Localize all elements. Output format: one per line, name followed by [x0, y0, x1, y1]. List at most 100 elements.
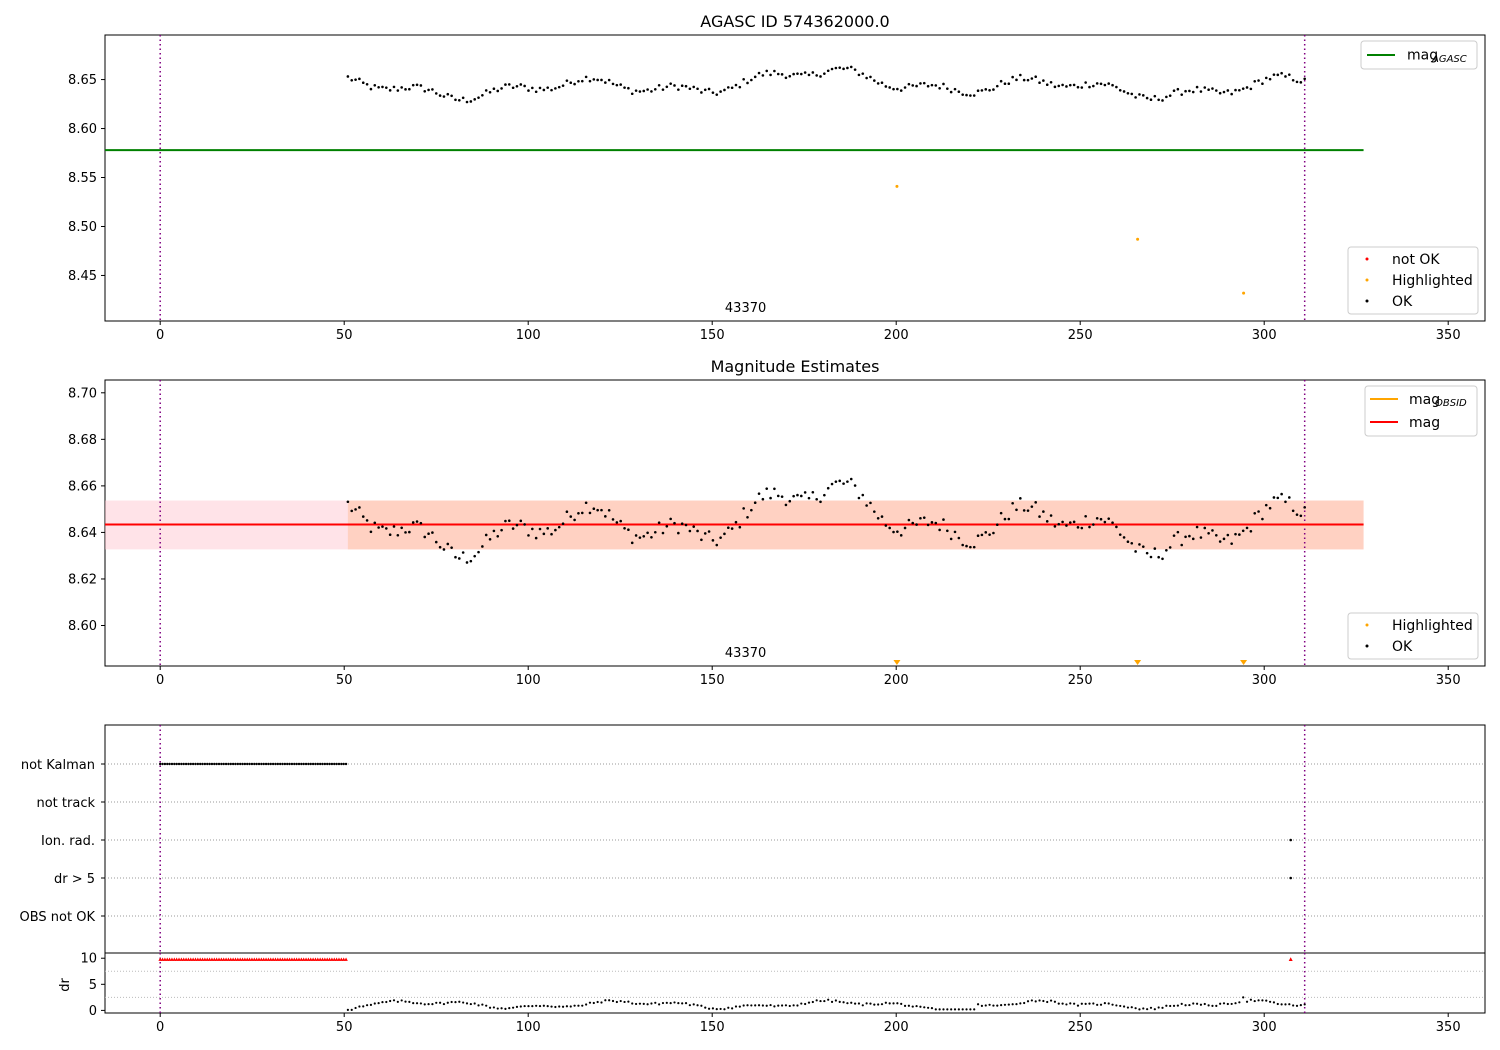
panel1-ok-point	[1019, 73, 1022, 77]
panel2-ok-point	[1222, 537, 1226, 541]
panel1-y-tick-label: 8.60	[68, 122, 97, 137]
panel1-ok-point	[350, 78, 354, 82]
panel1-x-tick-label: 50	[336, 328, 353, 343]
panel2-ok-point	[573, 518, 576, 522]
panel4-red-point	[167, 957, 172, 961]
panel3-flag-point	[1289, 838, 1292, 842]
panel2-ok-point	[511, 527, 515, 530]
panel2-ok-point	[946, 529, 949, 533]
panel4-dr-point	[1122, 1005, 1126, 1008]
panel1-ok-point	[580, 79, 584, 83]
panel1-ok-point	[465, 100, 469, 104]
panel4-dr-point	[1280, 1003, 1283, 1006]
panel4-dr-point	[804, 1002, 807, 1006]
panel2-obsid-label: 43370	[725, 646, 766, 661]
panel2-ok-point	[411, 521, 415, 524]
panel4-dr-point	[807, 1001, 811, 1004]
panel3-not-kalman-point	[213, 762, 216, 766]
panel2-ok-point	[750, 508, 753, 512]
panel4-dr-point	[750, 1004, 753, 1007]
panel3-not-kalman-point	[260, 762, 263, 766]
panel2-ok-point	[992, 531, 995, 535]
panel2-ok-point	[723, 532, 726, 536]
panel1-ok-point	[546, 86, 549, 89]
panel1-ok-point	[1291, 78, 1295, 82]
panel2-ok-point	[673, 521, 676, 525]
panel2-ok-point	[865, 504, 868, 507]
panel2-ok-point	[1111, 521, 1114, 524]
panel4-red-point	[240, 957, 245, 961]
panel1-ok-point	[650, 90, 653, 93]
panel4-dr-point	[865, 1002, 868, 1005]
panel4-dr-point	[1195, 1002, 1199, 1005]
panel2-highlighted-clipped-marker	[1134, 660, 1142, 665]
panel4-red-point	[306, 957, 311, 961]
panel4-dr-point	[969, 1008, 972, 1011]
panel1-ok-point	[1238, 88, 1241, 92]
panel2-ok-point	[554, 528, 557, 532]
panel2-ok-point	[953, 530, 957, 534]
panel4-dr-point	[1049, 999, 1053, 1002]
panel2-x-tick-label: 100	[516, 673, 541, 688]
panel4-dr-point	[412, 1002, 415, 1005]
panel3-not-kalman-point	[173, 762, 176, 766]
panel1-ok-point	[388, 89, 392, 92]
panel3-not-kalman-point	[180, 762, 183, 766]
panel4-red-point	[344, 957, 348, 961]
panel1-ok-point	[957, 90, 961, 94]
panel1-ok-point	[830, 67, 834, 71]
panel1-ok-point	[1249, 87, 1253, 91]
panel4-dr-point	[488, 1006, 492, 1009]
panel1-ok-point	[1145, 96, 1149, 100]
panel1-ok-point	[1230, 92, 1233, 96]
panel3-not-kalman-point	[182, 762, 185, 766]
panel4-dr-point	[1284, 1003, 1287, 1006]
panel2-ok-point	[1034, 501, 1037, 504]
panel1-highlighted-point	[1136, 237, 1140, 241]
panel3-not-kalman-point	[196, 762, 200, 766]
panel4-dr-point	[700, 1004, 703, 1007]
panel4-dr-point	[1199, 1003, 1203, 1006]
panel2-ok-point	[404, 531, 407, 534]
panel1-frame	[104, 34, 1486, 322]
panel4-x-tick-label: 300	[1252, 1020, 1277, 1035]
panel4-dr-point	[777, 1004, 780, 1007]
panel4-dr-point	[1207, 1004, 1210, 1007]
panel2-ok-point	[646, 531, 649, 535]
panel1-ok-point	[1276, 73, 1280, 77]
panel2-ok-point	[884, 524, 888, 527]
panel1-ok-point	[1103, 83, 1107, 87]
panel1-ok-point	[1299, 81, 1303, 84]
panel1-ok-point	[1011, 75, 1014, 79]
panel3-category-label: OBS not OK	[20, 910, 96, 925]
panel2-ok-point	[730, 527, 734, 530]
panel2-legend-line-subscript: OBSID	[1435, 398, 1467, 409]
panel1-ok-point	[707, 87, 711, 91]
panel1-ok-point	[1030, 77, 1034, 80]
panel3-not-kalman-point	[246, 762, 249, 766]
panel4-dr-point	[784, 1004, 788, 1007]
panel4-dr-point	[877, 1003, 880, 1006]
panel4-dr-point	[684, 1002, 688, 1005]
panel1-ok-point	[726, 86, 730, 89]
panel2-ok-point	[604, 515, 607, 518]
panel4-x-tick-label: 50	[336, 1020, 353, 1035]
panel2-ok-point	[519, 519, 523, 523]
panel4-red-point	[238, 957, 242, 961]
panel4-dr-point	[1011, 1003, 1014, 1006]
panel4-red-point	[196, 957, 200, 961]
panel4-dr-point	[1138, 1008, 1141, 1011]
panel2-ok-point	[1199, 536, 1203, 539]
panel1-ok-point	[538, 86, 542, 90]
panel2-ok-point	[492, 529, 496, 533]
panel1-ok-point	[1261, 82, 1264, 86]
panel2-ok-point	[769, 496, 772, 500]
panel4-dr-point	[1176, 1004, 1179, 1007]
panel2-ok-point	[1007, 517, 1011, 521]
panel2-ok-point	[627, 528, 630, 532]
panel3-not-kalman-point	[175, 762, 178, 766]
panel1-y-tick-label: 8.45	[68, 269, 97, 284]
panel1-ok-point	[1165, 95, 1168, 99]
panel4-dr-point	[1268, 1000, 1272, 1003]
panel4-red-point	[313, 957, 318, 961]
